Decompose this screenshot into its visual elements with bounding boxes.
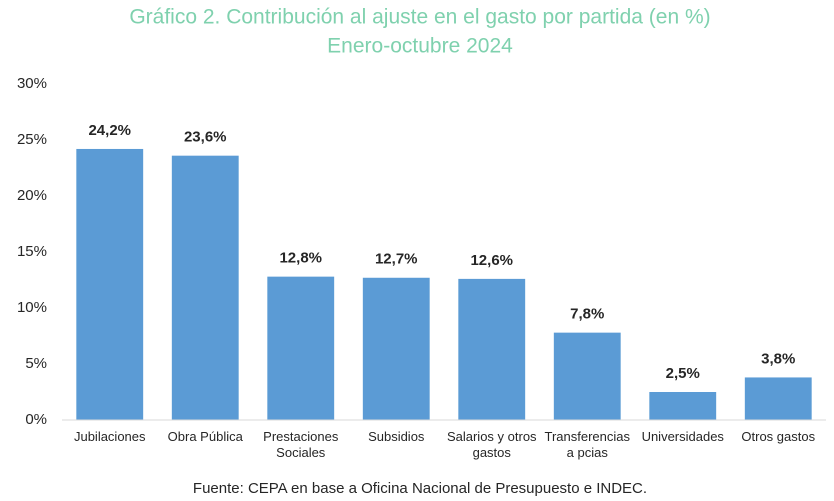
x-tick-label-box: Prestaciones Sociales xyxy=(263,429,339,460)
x-tick-label: Subsidios xyxy=(368,429,425,444)
x-tick-label-box: Subsidios xyxy=(368,429,425,444)
bar xyxy=(362,277,430,420)
y-tick-label: 5% xyxy=(25,355,47,372)
value-label: 12,6% xyxy=(470,252,513,269)
y-tick-label: 0% xyxy=(25,411,47,428)
x-tick-label: Universidades xyxy=(641,429,724,444)
bar xyxy=(553,332,621,420)
x-tick-label-box: Otros gastos xyxy=(741,429,816,444)
x-tick-label: Obra Pública xyxy=(167,429,243,444)
chart-title: Gráfico 2. Contribución al ajuste en el … xyxy=(129,6,710,29)
x-tick-label: Prestaciones Sociales xyxy=(263,429,339,460)
y-tick-label: 15% xyxy=(17,243,47,260)
value-label: 23,6% xyxy=(184,129,227,146)
bar xyxy=(649,392,717,420)
x-tick-label-box: Jubilaciones xyxy=(73,429,146,444)
y-tick-label: 25% xyxy=(17,131,47,148)
chart-subtitle: Enero-octubre 2024 xyxy=(327,35,513,58)
value-label: 12,8% xyxy=(279,250,322,267)
bar xyxy=(267,276,335,420)
x-tick-label: Jubilaciones xyxy=(73,429,146,444)
x-tick-label: Transferencias a pcias xyxy=(544,429,631,460)
x-tick-label: Salarios y otros gastos xyxy=(446,429,537,460)
y-tick-label: 20% xyxy=(17,187,47,204)
x-tick-label-box: Transferencias a pcias xyxy=(544,429,631,460)
value-label: 7,8% xyxy=(570,306,604,323)
bar xyxy=(744,377,812,420)
y-tick-label: 30% xyxy=(17,75,47,92)
y-tick-label: 10% xyxy=(17,299,47,316)
source-note: Fuente: CEPA en base a Oficina Nacional … xyxy=(193,480,647,497)
x-tick-label-box: Salarios y otros gastos xyxy=(446,429,537,460)
x-tick-label-box: Universidades xyxy=(641,429,724,444)
value-label: 3,8% xyxy=(761,350,795,367)
value-label: 2,5% xyxy=(666,365,700,382)
bar xyxy=(171,155,239,420)
bar xyxy=(458,278,526,420)
value-label: 12,7% xyxy=(375,251,418,268)
x-tick-label-box: Obra Pública xyxy=(167,429,243,444)
x-tick-label: Otros gastos xyxy=(741,429,816,444)
value-label: 24,2% xyxy=(88,122,131,139)
bar xyxy=(76,148,144,420)
